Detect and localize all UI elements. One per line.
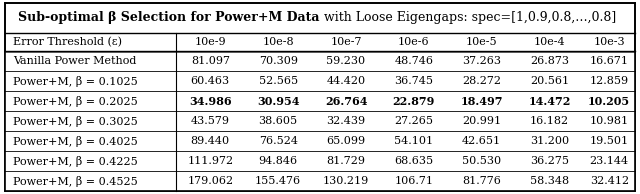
Text: 60.463: 60.463 xyxy=(191,76,230,86)
Bar xyxy=(5,131,635,151)
Text: 16.182: 16.182 xyxy=(530,116,569,126)
Text: Error Threshold (ε): Error Threshold (ε) xyxy=(13,37,122,47)
Text: 52.565: 52.565 xyxy=(259,76,298,86)
Text: 30.954: 30.954 xyxy=(257,96,300,107)
Text: 76.524: 76.524 xyxy=(259,136,298,146)
Text: 81.776: 81.776 xyxy=(462,176,501,186)
Text: 48.746: 48.746 xyxy=(394,56,433,66)
Text: 59.230: 59.230 xyxy=(326,56,365,66)
Text: Vanilla Power Method: Vanilla Power Method xyxy=(13,56,136,66)
Text: 23.144: 23.144 xyxy=(589,156,628,166)
Text: 65.099: 65.099 xyxy=(326,136,365,146)
Text: 34.986: 34.986 xyxy=(189,96,232,107)
Text: 27.265: 27.265 xyxy=(394,116,433,126)
Text: Power+M, β = 0.2025: Power+M, β = 0.2025 xyxy=(13,96,138,107)
Text: 43.579: 43.579 xyxy=(191,116,230,126)
Text: 106.71: 106.71 xyxy=(394,176,433,186)
Text: 18.497: 18.497 xyxy=(460,96,503,107)
Bar xyxy=(5,51,635,71)
Text: 32.439: 32.439 xyxy=(326,116,365,126)
Text: 44.420: 44.420 xyxy=(326,76,365,86)
Text: 38.605: 38.605 xyxy=(259,116,298,126)
Text: 36.275: 36.275 xyxy=(530,156,569,166)
Text: Power+M, β = 0.1025: Power+M, β = 0.1025 xyxy=(13,76,138,87)
Bar xyxy=(5,111,635,131)
Text: 10.981: 10.981 xyxy=(589,116,628,126)
Text: 42.651: 42.651 xyxy=(462,136,501,146)
Text: 10e-5: 10e-5 xyxy=(466,37,497,47)
Text: Power+M, β = 0.3025: Power+M, β = 0.3025 xyxy=(13,116,138,127)
Text: 155.476: 155.476 xyxy=(255,176,301,186)
Text: 81.097: 81.097 xyxy=(191,56,230,66)
Text: 10.205: 10.205 xyxy=(588,96,630,107)
Text: 20.991: 20.991 xyxy=(462,116,501,126)
Text: 94.846: 94.846 xyxy=(259,156,298,166)
Text: 19.501: 19.501 xyxy=(589,136,628,146)
Text: 36.745: 36.745 xyxy=(394,76,433,86)
Bar xyxy=(5,91,635,111)
Text: 50.530: 50.530 xyxy=(462,156,501,166)
Text: 68.635: 68.635 xyxy=(394,156,433,166)
Text: Sub-optimal β Selection for Power+M Data: Sub-optimal β Selection for Power+M Data xyxy=(19,11,320,24)
Text: 111.972: 111.972 xyxy=(188,156,234,166)
Text: Power+M, β = 0.4225: Power+M, β = 0.4225 xyxy=(13,156,138,167)
Text: 89.440: 89.440 xyxy=(191,136,230,146)
Text: 81.729: 81.729 xyxy=(326,156,365,166)
Text: with Loose Eigengaps: spec=[1,0.9,0.8,…,0.8]: with Loose Eigengaps: spec=[1,0.9,0.8,…,… xyxy=(320,11,616,24)
Text: Power+M, β = 0.4525: Power+M, β = 0.4525 xyxy=(13,176,138,187)
Text: 26.873: 26.873 xyxy=(530,56,569,66)
Text: 26.764: 26.764 xyxy=(324,96,367,107)
Text: 70.309: 70.309 xyxy=(259,56,298,66)
Text: 16.671: 16.671 xyxy=(589,56,628,66)
Bar xyxy=(5,151,635,171)
Text: 31.200: 31.200 xyxy=(530,136,569,146)
Text: 12.859: 12.859 xyxy=(589,76,628,86)
Text: 10e-4: 10e-4 xyxy=(534,37,565,47)
Text: 10e-9: 10e-9 xyxy=(195,37,226,47)
Text: 14.472: 14.472 xyxy=(529,96,571,107)
Text: 179.062: 179.062 xyxy=(188,176,234,186)
Text: 22.879: 22.879 xyxy=(393,96,435,107)
Text: 37.263: 37.263 xyxy=(462,56,501,66)
Text: 20.561: 20.561 xyxy=(530,76,569,86)
Bar xyxy=(5,71,635,91)
Bar xyxy=(5,171,635,191)
Text: 10e-8: 10e-8 xyxy=(262,37,294,47)
Text: 10e-6: 10e-6 xyxy=(398,37,429,47)
Text: 130.219: 130.219 xyxy=(323,176,369,186)
Text: Power+M, β = 0.4025: Power+M, β = 0.4025 xyxy=(13,136,138,147)
Text: 32.412: 32.412 xyxy=(589,176,628,186)
Text: 10e-7: 10e-7 xyxy=(330,37,362,47)
Text: 28.272: 28.272 xyxy=(462,76,501,86)
Text: 58.348: 58.348 xyxy=(530,176,569,186)
Text: 10e-3: 10e-3 xyxy=(593,37,625,47)
Text: 54.101: 54.101 xyxy=(394,136,433,146)
